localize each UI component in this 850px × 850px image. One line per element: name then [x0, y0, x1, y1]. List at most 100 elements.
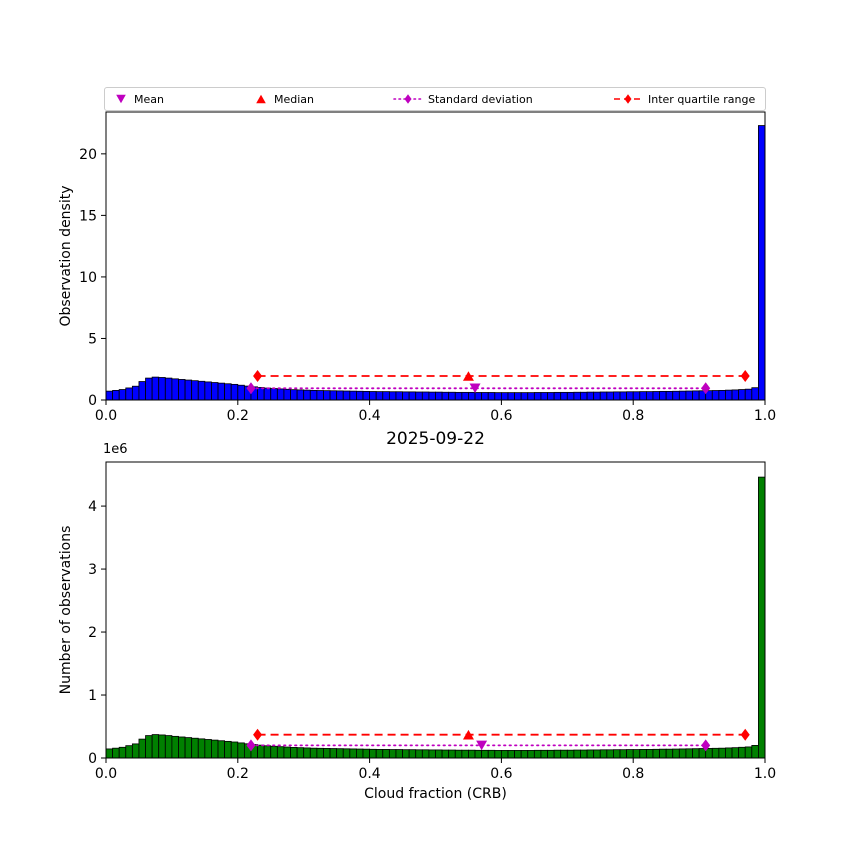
x-tick-label: 0.0 — [95, 766, 117, 782]
histogram-bar — [599, 749, 608, 759]
histogram-bar — [758, 125, 766, 401]
histogram-bar — [665, 390, 674, 401]
histogram-bar — [164, 377, 173, 401]
histogram-bar — [580, 749, 588, 759]
histogram-bar — [395, 749, 403, 759]
x-tick-label: 0.4 — [358, 408, 380, 424]
histogram-bar — [639, 391, 647, 401]
histogram-bar — [408, 391, 417, 401]
histogram-bar — [323, 390, 331, 401]
histogram-bar — [224, 383, 232, 401]
histogram-bar — [224, 740, 232, 759]
histogram-bar — [105, 390, 113, 401]
histogram-bar — [514, 392, 522, 401]
histogram-bar — [678, 390, 687, 401]
histogram-bar — [290, 747, 298, 759]
histogram-bar — [593, 749, 601, 759]
histogram-bar — [580, 391, 588, 401]
y-tick-label: 3 — [88, 562, 97, 578]
legend-label-inter-quartile-range: Inter quartile range — [648, 92, 756, 106]
y-axis-offset-label: 1e6 — [103, 442, 128, 457]
histogram-bar — [665, 748, 674, 759]
histogram-bar — [276, 746, 285, 759]
histogram-bar — [303, 389, 311, 401]
histogram-bar — [151, 376, 160, 401]
histogram-bar — [356, 390, 364, 401]
histogram-bar — [336, 390, 344, 401]
histogram-bar — [178, 379, 186, 401]
mean-marker — [469, 383, 481, 394]
mean-marker — [476, 740, 488, 751]
legend-diamond-marker — [404, 94, 412, 104]
histogram-bar — [454, 749, 463, 759]
histogram-bar — [547, 392, 555, 401]
histogram-bar — [744, 388, 753, 401]
histogram-bar — [487, 749, 496, 759]
histogram-bar — [613, 391, 621, 401]
x-tick-label: 0.6 — [490, 408, 512, 424]
histogram-bar — [527, 750, 535, 759]
histogram-bar — [573, 749, 581, 759]
histogram-bar — [164, 735, 173, 759]
histogram-bar — [211, 382, 219, 401]
histogram-bar — [566, 391, 575, 401]
histogram-bar — [131, 385, 140, 401]
histogram-bar — [435, 391, 443, 401]
histogram-bar — [474, 392, 483, 401]
histogram-bar — [303, 747, 311, 759]
histogram-bar — [125, 387, 133, 401]
histogram-bar — [744, 746, 753, 759]
legend-diamond-marker — [624, 94, 632, 104]
axis-ticks: 0.0 0.2 0.4 0.6 0.8 1.0 0 5 10 15 20 — [79, 147, 776, 424]
histogram-bar — [553, 391, 562, 401]
histogram-bar — [329, 390, 338, 401]
histogram-bar — [349, 748, 357, 759]
std-right-marker — [701, 382, 711, 395]
histogram-bar — [316, 390, 324, 401]
histogram-bar — [606, 749, 614, 759]
histogram-bar — [131, 743, 140, 759]
x-tick-label: 1.0 — [754, 766, 776, 782]
date-title: 2025-09-22 — [386, 429, 485, 449]
x-axis-label: Cloud fraction (CRB) — [364, 786, 507, 802]
histogram-bar — [573, 391, 581, 401]
histogram-bar — [415, 391, 423, 401]
histogram-bar — [533, 749, 542, 759]
histogram-bar — [402, 391, 410, 401]
histogram-bar — [395, 391, 403, 401]
histogram-bar — [415, 749, 423, 759]
histogram-bar — [184, 737, 193, 759]
iqr-left-marker — [253, 728, 263, 741]
standard-deviation-marker-icon — [393, 94, 423, 104]
histogram-bar — [527, 392, 535, 401]
histogram-bar — [711, 390, 720, 401]
y-tick-label: 0 — [88, 751, 97, 767]
histogram-bar — [171, 735, 179, 759]
histogram-bar — [309, 389, 318, 401]
legend-item-mean: Mean — [113, 88, 164, 110]
histogram-bar — [178, 736, 186, 759]
histogram-bar — [138, 381, 146, 401]
histogram-bar — [500, 392, 509, 401]
iqr-right-marker — [740, 728, 750, 741]
std-left-marker — [246, 382, 256, 395]
histogram-bar — [540, 749, 548, 759]
histogram-bar — [725, 389, 733, 401]
legend-item-standard-deviation: Standard deviation — [393, 88, 533, 110]
histogram-bar — [197, 380, 206, 401]
histogram-bar — [659, 390, 667, 401]
histogram-bar — [158, 377, 166, 401]
histogram-bars — [105, 476, 766, 759]
histogram-bar — [606, 391, 614, 401]
x-tick-label: 0.8 — [622, 766, 644, 782]
histogram-bar — [296, 389, 305, 401]
histogram-bar — [382, 749, 390, 759]
histogram-bar — [500, 750, 509, 759]
y-tick-label: 0 — [88, 393, 97, 409]
legend-label-mean: Mean — [134, 92, 164, 106]
histogram-bar — [369, 748, 377, 759]
histogram-bar — [362, 390, 371, 401]
histogram-bar — [329, 748, 338, 759]
histogram-bar — [593, 391, 601, 401]
histogram-bar — [645, 391, 654, 401]
